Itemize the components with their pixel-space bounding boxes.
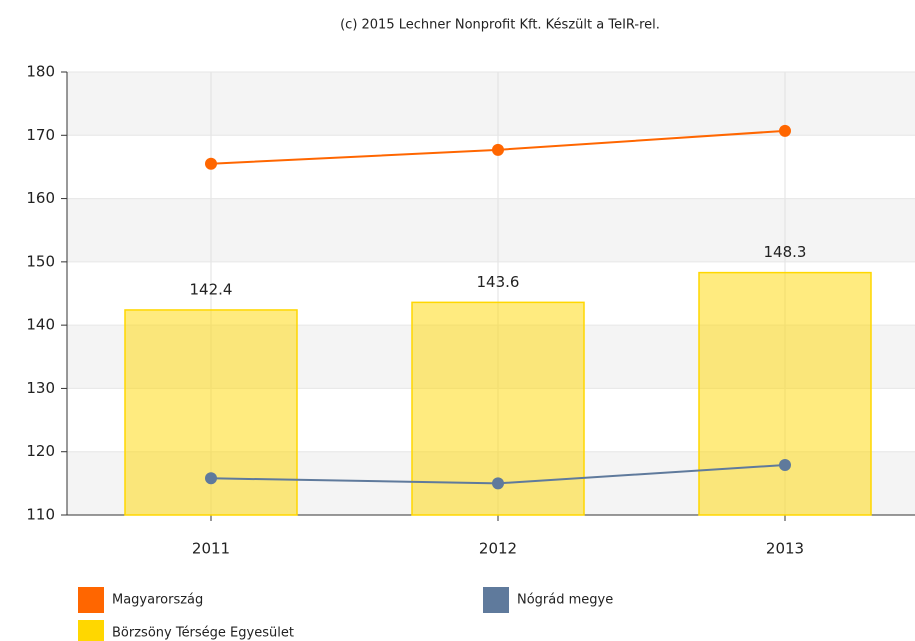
y-tick-label: 160 [26, 189, 55, 207]
legend-label: Nógrád megye [517, 593, 613, 608]
plot-band [67, 198, 915, 262]
bar [698, 271, 872, 516]
marker [492, 143, 504, 156]
data-label: 143.6 [477, 273, 520, 291]
marker [779, 459, 791, 472]
data-label: 142.4 [190, 280, 233, 298]
legend-swatch [483, 587, 509, 613]
marker [205, 157, 217, 170]
legend-label: Börzsöny Térsége Egyesület [112, 626, 294, 641]
x-tick-label: 2012 [479, 540, 517, 558]
y-tick-label: 110 [26, 506, 55, 524]
data-label: 148.3 [764, 243, 807, 261]
legend-swatch [78, 587, 104, 613]
plot-band [67, 72, 915, 136]
y-tick-label: 170 [26, 126, 55, 144]
marker [492, 477, 504, 490]
y-tick-label: 180 [26, 63, 55, 81]
x-tick-label: 2013 [766, 540, 804, 558]
y-tick-label: 140 [26, 316, 55, 334]
y-tick-label: 150 [26, 252, 55, 270]
chart-title: (c) 2015 Lechner Nonprofit Kft. Készült … [340, 18, 660, 33]
marker [779, 124, 791, 137]
legend-swatch [78, 620, 104, 641]
marker [205, 472, 217, 485]
y-tick-label: 120 [26, 442, 55, 460]
y-tick-label: 130 [26, 379, 55, 397]
x-tick-label: 2011 [192, 540, 230, 558]
legend-label: Magyarország [112, 593, 203, 608]
